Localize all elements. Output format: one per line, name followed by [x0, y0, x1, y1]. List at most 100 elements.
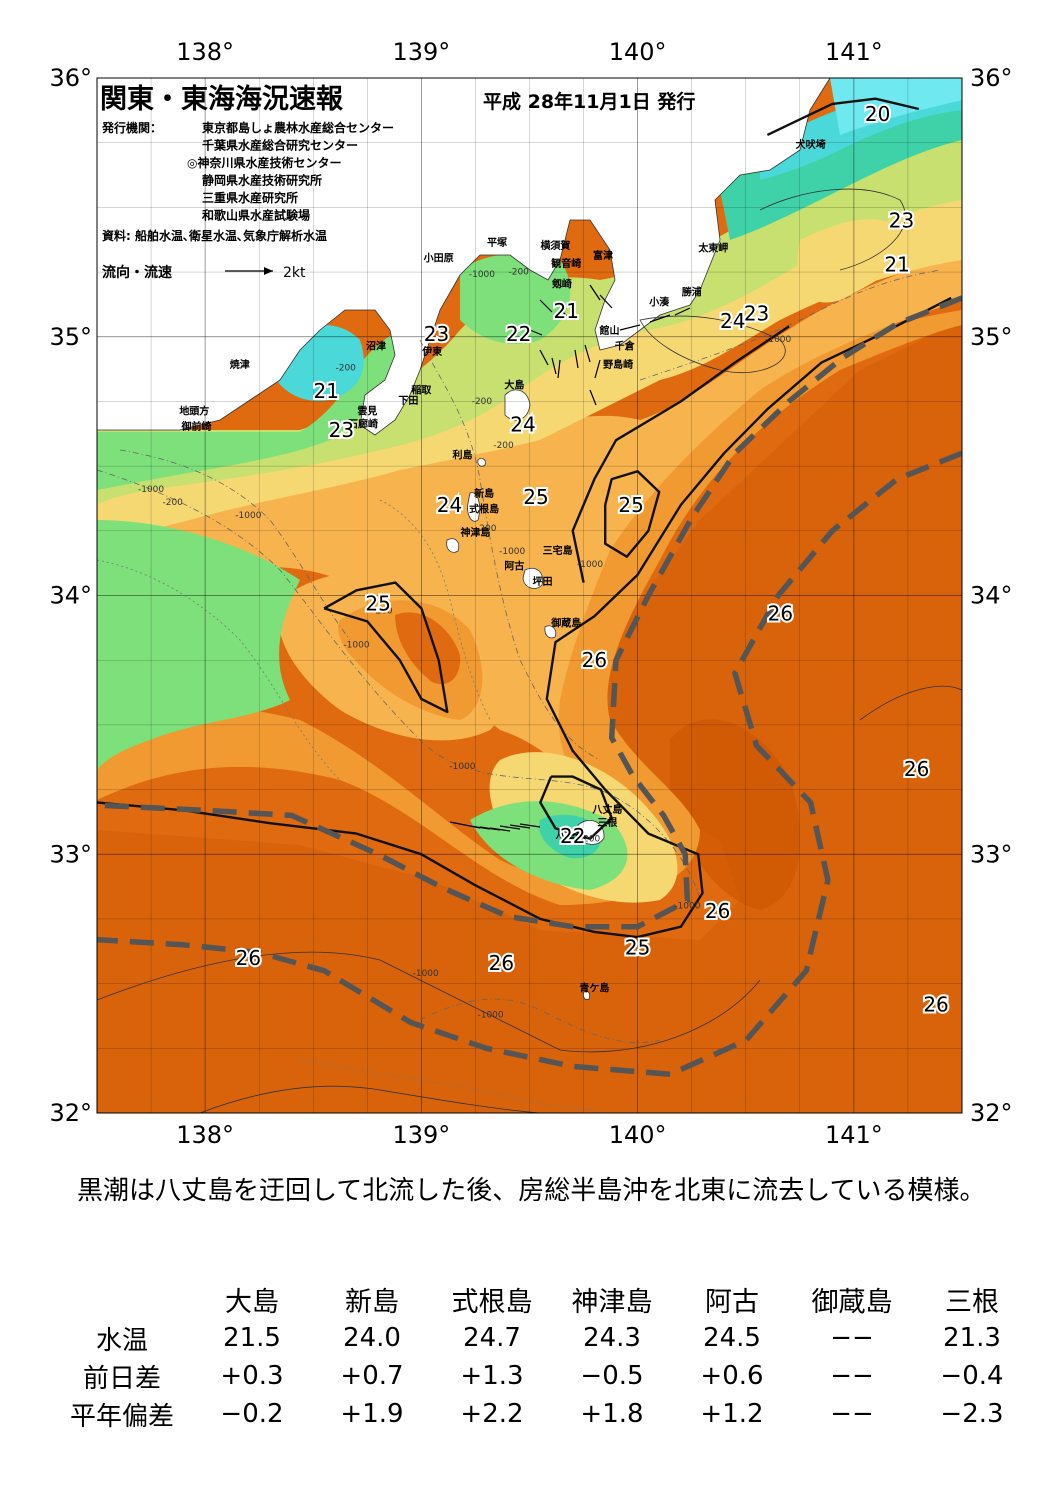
zone-26-central — [395, 612, 461, 685]
depth-label: -1000 — [499, 547, 525, 557]
stats-cell: +1.9 — [340, 1399, 404, 1429]
place-name-label: 下田 — [398, 395, 418, 407]
thin-isotherm-5 — [859, 685, 962, 721]
issuer-name: 東京都島しょ農林水産総合センター — [202, 120, 394, 135]
longitude-label: 139° — [392, 1121, 450, 1149]
flow-arrow — [539, 307, 691, 406]
depth-label: -200 — [372, 607, 393, 617]
stats-cell: −− — [830, 1323, 874, 1353]
place-name-label: 御蔵島 — [550, 617, 581, 630]
temperature-label: 25 — [523, 485, 548, 509]
place-name-label: 横須賀 — [540, 239, 570, 252]
issuer-name: ◎神奈川県水産技術センター — [187, 155, 341, 170]
zone-23-east-tongue — [797, 219, 906, 303]
longitude-label: 140° — [609, 1121, 667, 1149]
depth-label: -200 — [493, 441, 514, 451]
issuer-name: 千葉県水産総合研究センター — [202, 138, 358, 153]
place-name-label: 八丈島 — [591, 803, 622, 816]
latitude-label: 34° — [970, 582, 1013, 610]
place-name-label: 式根島 — [469, 503, 499, 516]
depth-label: -1000 — [765, 335, 791, 345]
place-name-label: 焼津 — [230, 358, 250, 371]
depth-label: -1000 — [577, 560, 603, 570]
depth-label: -200 — [508, 268, 529, 278]
isotherms-bold — [97, 97, 952, 939]
place-name-label: 剱崎 — [551, 278, 572, 291]
depth-label: -200 — [162, 498, 183, 508]
place-name-label: 観音崎 — [551, 257, 581, 270]
depth-contour-dotted-2 — [379, 499, 491, 721]
depth-label: -1000 — [235, 511, 261, 521]
place-name-label: 三宅島 — [543, 544, 573, 557]
place-name-label: 石廊崎 — [347, 417, 378, 430]
place-name-label: 小湊 — [648, 296, 670, 309]
depth-contours — [97, 269, 941, 1044]
depth-label: -200 — [580, 834, 601, 844]
place-name-label: 青ケ島 — [579, 981, 609, 994]
thin-isotherms — [97, 188, 962, 1113]
temperature-label: 23 — [744, 301, 769, 325]
stats-col-header: 阿古 — [705, 1287, 759, 1318]
depth-label: -200 — [476, 524, 497, 534]
depth-contour-dotted-1 — [97, 559, 341, 781]
place-name-label: 館山 — [599, 324, 620, 337]
isotherm-line — [571, 325, 790, 583]
issuer-name: 和歌山県水産試験場 — [201, 208, 310, 223]
temperature-label: 22 — [506, 322, 531, 346]
latitude-label: 34° — [49, 582, 92, 610]
temperature-label: 21 — [313, 379, 338, 403]
mikurajima-island — [544, 625, 557, 639]
stats-cell: +1.3 — [460, 1361, 524, 1391]
isotherm-line — [766, 97, 920, 136]
place-name-label: 雲見 — [357, 405, 377, 417]
thin-isotherm-1 — [97, 951, 761, 1053]
stats-cell: +0.3 — [220, 1361, 284, 1391]
place-name-label: 伊東 — [421, 345, 442, 358]
depth-label: -1000 — [674, 902, 700, 912]
axis-labels: 138° 138° 139° 139° 140° 140° 141° 141° 36° 36° 35… — [49, 38, 1012, 1149]
temperature-label: 26 — [236, 946, 261, 970]
stats-cell: +0.6 — [700, 1361, 764, 1391]
place-name-label: 新島 — [474, 487, 494, 500]
depth-label: -1000 — [413, 969, 439, 979]
place-name-label: 大島 — [504, 379, 524, 392]
place-name-label: 阿古 — [504, 560, 524, 573]
temperature-label: 24 — [437, 493, 462, 517]
longitude-label: 141° — [825, 1121, 883, 1149]
place-name-label: 稲取 — [411, 384, 432, 397]
temperature-label: 25 — [365, 591, 390, 615]
map-frame — [96, 77, 963, 1114]
zone-18 — [830, 78, 962, 135]
stats-col-header: 神津島 — [571, 1287, 653, 1318]
zone-21-west — [97, 330, 400, 490]
place-name-label: 小田原 — [423, 252, 454, 265]
place-name-label: 坪田 — [532, 575, 552, 588]
depth-label: -1000 — [477, 1010, 503, 1020]
stats-col-header: 三根 — [945, 1287, 999, 1318]
place-name-label: 利島 — [452, 448, 472, 461]
temperature-label: 25 — [618, 493, 643, 517]
zone-eddy-east — [670, 719, 800, 910]
temperature-label: 23 — [889, 208, 914, 232]
temperature-label: 26 — [768, 602, 793, 626]
flow-legend-unit: 2kt — [283, 265, 306, 281]
latitude-label: 32° — [970, 1099, 1013, 1127]
stats-cell: −− — [830, 1399, 874, 1429]
isotherm-line — [323, 581, 449, 714]
stats-corner — [52, 1280, 192, 1319]
temperature-label: 21 — [884, 252, 909, 276]
depth-label: -1000 — [138, 485, 164, 495]
thin-isotherm-3 — [639, 315, 786, 374]
depth-contours-dotted — [97, 499, 601, 1111]
map-header: 関東・東海海況速報 平成 28年11月1日 発行 発行機関： 東京都島しょ農林水… — [100, 84, 695, 281]
stats-cell: −0.2 — [220, 1399, 284, 1429]
stats-cell: 24.0 — [343, 1323, 401, 1353]
toshima-island — [477, 457, 486, 467]
stats-cell: 21.5 — [223, 1323, 281, 1353]
temperature-label: 23 — [329, 418, 354, 442]
stats-cell: +1.8 — [580, 1399, 644, 1429]
stats-cell: +1.2 — [700, 1399, 764, 1429]
place-name-label: 神津島 — [460, 526, 490, 539]
